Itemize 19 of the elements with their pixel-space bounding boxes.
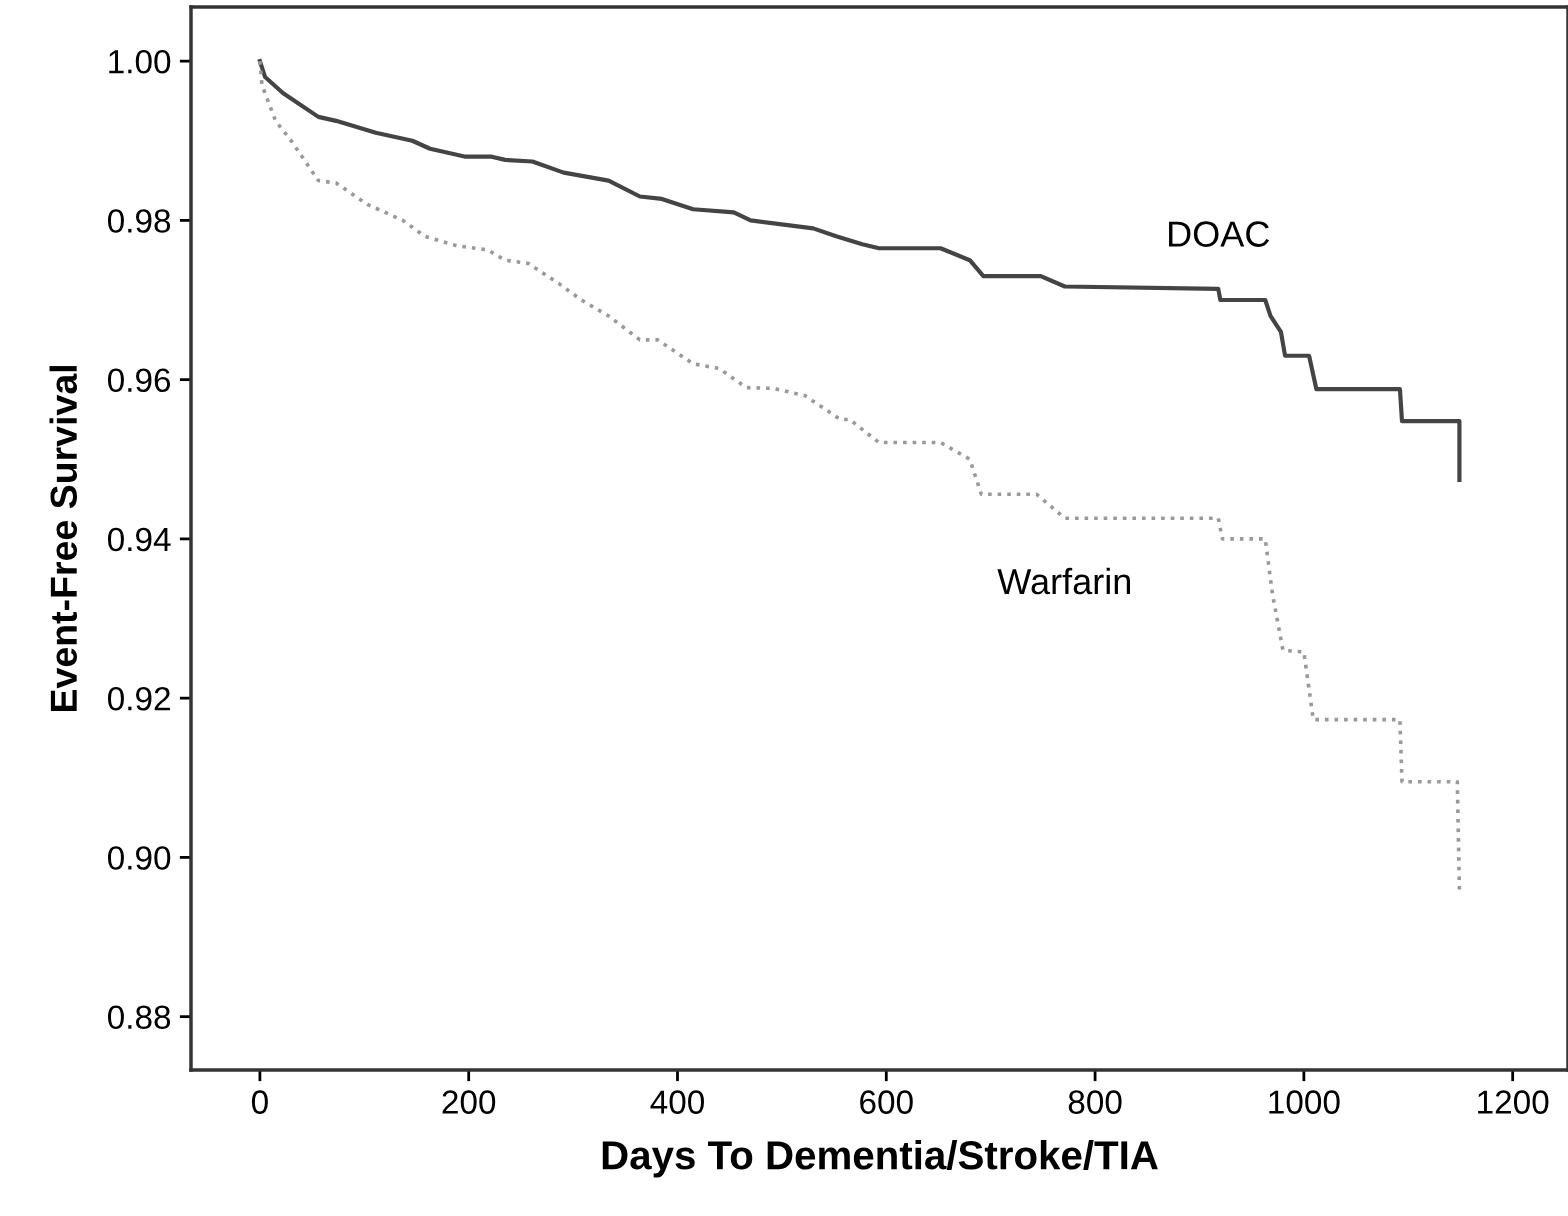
x-tick-label: 400 <box>650 1090 704 1114</box>
series-label: DOAC <box>1169 221 1270 247</box>
y-tick-label: 0.88 <box>107 1005 171 1030</box>
y-tick-label: 1.00 <box>109 49 171 74</box>
x-tick-label: 1200 <box>1478 1090 1549 1114</box>
x-axis-title: Days To Dementia/Stroke/TIA <box>602 1139 1158 1178</box>
y-tick-label: 0.90 <box>107 846 171 870</box>
y-axis-title: Event-Free Survival <box>49 366 78 712</box>
x-tick-label: 0 <box>251 1090 268 1114</box>
y-tick-label: 0.98 <box>107 209 171 233</box>
series-label: Warfarin <box>997 567 1131 595</box>
x-tick-label: 1000 <box>1269 1090 1340 1114</box>
x-tick-label: 600 <box>860 1090 913 1114</box>
line-series <box>257 59 1462 483</box>
y-tick-label: 0.92 <box>107 686 170 711</box>
y-tick-label: 0.96 <box>107 368 171 393</box>
y-tick-label: 0.94 <box>107 527 171 552</box>
x-tick-label: 200 <box>442 1090 496 1114</box>
x-tick-label: 800 <box>1068 1090 1122 1114</box>
